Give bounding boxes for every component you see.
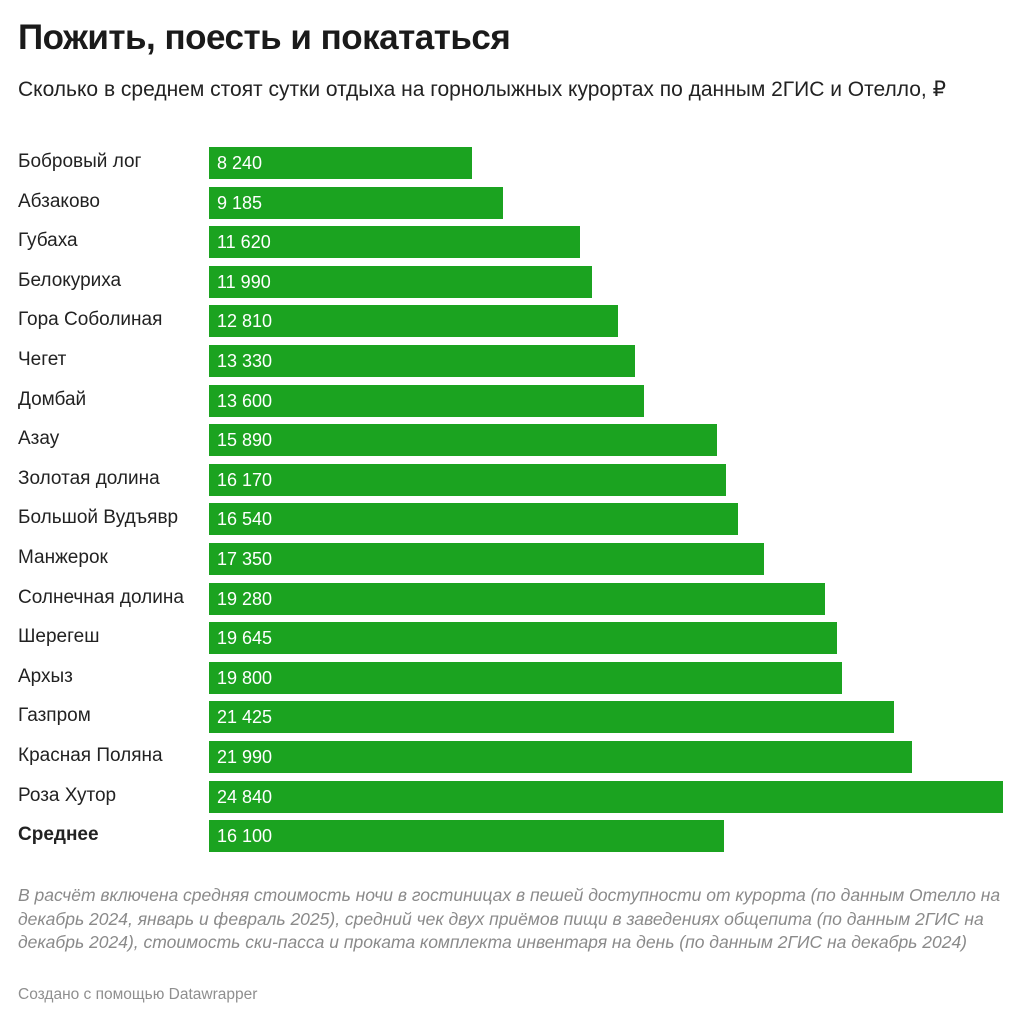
bar-value-label: 11 620 — [217, 232, 271, 253]
category-label: Газпром — [18, 705, 91, 727]
category-label: Бобровый лог — [18, 151, 142, 172]
bar — [209, 463, 726, 496]
bar-row: Среднее 16 100 — [0, 818, 1021, 853]
category-label: Шерегеш — [18, 626, 100, 648]
category-label: Золотая долина — [18, 467, 160, 489]
category-label: Красная Поляна — [18, 745, 163, 766]
bar-value-label: 13 330 — [217, 351, 273, 371]
bar-value-label: 11 990 — [217, 271, 271, 292]
bar — [209, 345, 636, 377]
bar-value-label: 16 170 — [217, 469, 273, 490]
bar-row: Шерегеш 19 645 — [0, 620, 1021, 655]
category-label: Губаха — [18, 230, 78, 252]
bar — [209, 820, 724, 853]
bar-value-label: 19 800 — [217, 667, 273, 688]
bar-row: Домбай 13 600 — [0, 383, 1021, 417]
chart-subtitle: Сколько в среднем стоят сутки отдыха на … — [18, 78, 946, 101]
bar-value-label: 17 350 — [217, 549, 273, 569]
bar — [209, 741, 912, 773]
bar-value-label: 13 600 — [217, 390, 273, 411]
category-label: Среднее — [18, 824, 99, 846]
bar-row: Азау 15 890 — [0, 422, 1021, 457]
bar-chart: Бобровый лог 8 240 Абзаково 9 185 Губаха 11 6… — [0, 145, 1021, 860]
bar-value-label: 12 810 — [217, 311, 273, 332]
bar-value-label: 15 890 — [217, 430, 273, 451]
bar-row: Чегет 13 330 — [0, 343, 1021, 377]
bar-row: Абзаково 9 185 — [0, 185, 1021, 219]
bar-value-label: 8 240 — [217, 153, 263, 173]
bar — [209, 582, 826, 615]
bar — [209, 503, 738, 536]
category-label: Гора Соболиная — [18, 309, 163, 331]
bar — [209, 305, 619, 338]
bar-row: Белокуриха 11 990 — [0, 264, 1021, 298]
bar — [209, 661, 842, 694]
bar — [209, 424, 717, 457]
bar — [209, 186, 503, 219]
category-label: Домбай — [18, 388, 87, 410]
bar-value-label: 24 840 — [217, 786, 273, 807]
bar — [209, 226, 581, 259]
category-label: Абзаково — [18, 190, 100, 212]
bar-row: Манжерок 17 350 — [0, 541, 1021, 575]
bar-value-label: 21 425 — [217, 707, 273, 728]
bar-value-label: 21 990 — [217, 747, 273, 767]
category-label: Манжерок — [18, 547, 108, 568]
bar-row: Красная Поляна 21 990 — [0, 739, 1021, 773]
bar — [209, 780, 1003, 813]
bar-value-label: 19 280 — [217, 588, 273, 609]
category-label: Азау — [18, 428, 60, 450]
bar-row: Газпром 21 425 — [0, 699, 1021, 734]
bar — [209, 265, 593, 298]
category-label: Белокуриха — [18, 269, 122, 291]
bar-row: Гора Соболиная 12 810 — [0, 303, 1021, 338]
datawrapper-credit: Создано с помощью Datawrapper — [18, 986, 258, 1003]
category-label: Чегет — [18, 349, 67, 370]
bar-row: Золотая долина 16 170 — [0, 462, 1021, 496]
bar-value-label: 19 645 — [217, 628, 273, 649]
bar — [209, 543, 764, 575]
bar-row: Губаха 11 620 — [0, 224, 1021, 259]
chart-notes: В расчёт включена средняя стоимость ночи… — [18, 885, 1001, 952]
category-label: Солнечная долина — [18, 586, 184, 608]
bar-row: Солнечная долина 19 280 — [0, 581, 1021, 615]
category-label: Большой Вудъявр — [18, 507, 179, 529]
bar-row: Архыз 19 800 — [0, 660, 1021, 694]
bar-row: Бобровый лог 8 240 — [0, 145, 1021, 179]
category-label: Архыз — [18, 665, 73, 687]
bar — [209, 147, 473, 179]
category-label: Роза Хутор — [18, 784, 117, 806]
bar-value-label: 16 540 — [217, 509, 273, 530]
bar — [209, 622, 837, 655]
bar-value-label: 16 100 — [217, 826, 273, 847]
chart-title: Пожить, поесть и покататься — [18, 18, 511, 57]
bar — [209, 701, 894, 734]
bar-value-label: 9 185 — [217, 192, 263, 213]
bar-row: Роза Хутор 24 840 — [0, 779, 1021, 813]
bar-row: Большой Вудъявр 16 540 — [0, 501, 1021, 536]
bar — [209, 384, 644, 417]
